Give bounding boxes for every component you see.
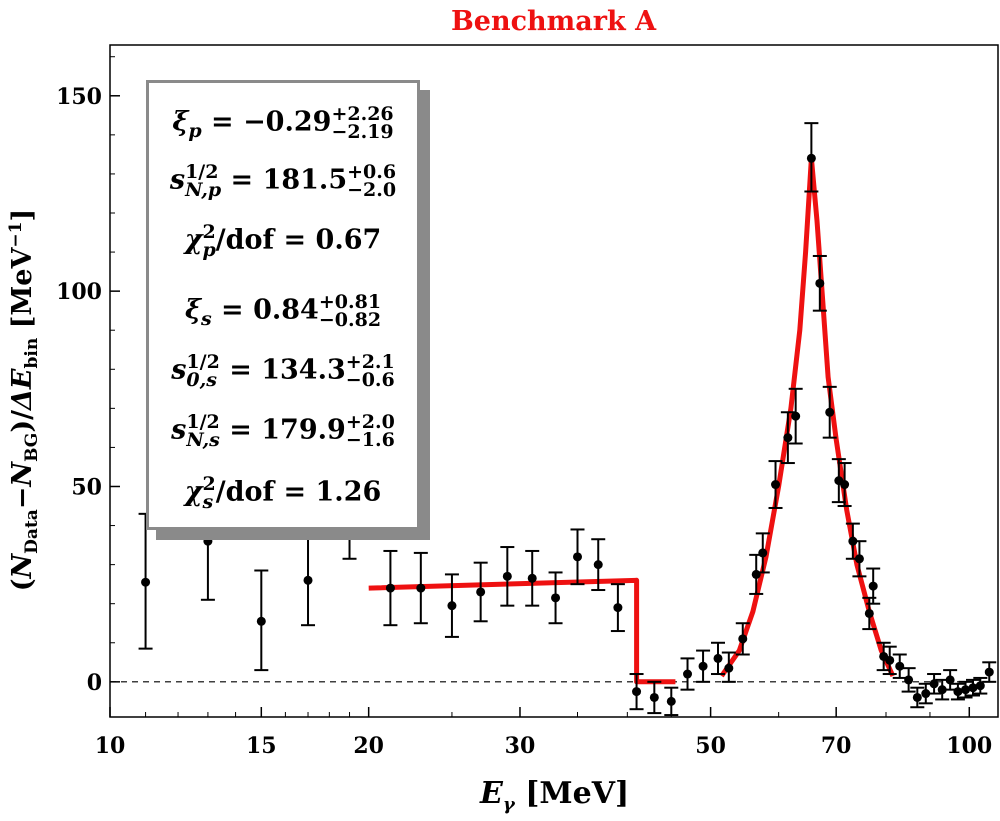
y-tick-label: 150 (56, 84, 102, 110)
data-point (895, 661, 905, 671)
x-tick-label: 100 (946, 733, 992, 759)
data-point (698, 661, 708, 671)
y-tick-label: 100 (56, 279, 102, 305)
data-point (825, 407, 835, 417)
data-point (945, 675, 955, 685)
legend-sN-s: s 1/2 N,s = 179.9 +2.0 −1.6 (171, 411, 395, 452)
fit-results-legend: ξp = −0.29 +2.26 −2.19 s 1/2 N,p = 181.5 +0.6… (146, 80, 420, 530)
x-tick-label: 30 (505, 733, 536, 759)
data-point (527, 573, 537, 583)
data-point (713, 653, 723, 663)
y-axis-label: (NData−NBG)/ΔEbin [MeV−1] (5, 208, 43, 592)
data-point (885, 655, 895, 665)
data-point (961, 685, 971, 695)
x-axis-label: Eγ [MeV] (480, 776, 630, 815)
data-point (929, 679, 939, 689)
legend-sN-p: s 1/2 N,p = 181.5 +0.6 −2.0 (169, 161, 397, 202)
legend-xi-s: ξs = 0.84 +0.81 −0.82 (184, 291, 382, 332)
data-point (953, 687, 963, 697)
data-point (815, 278, 825, 288)
data-point (385, 583, 395, 593)
data-point (551, 593, 561, 603)
x-tick-label: 15 (246, 733, 277, 759)
data-point (854, 554, 864, 564)
data-point (203, 536, 213, 546)
data-point (573, 552, 583, 562)
data-point (771, 480, 781, 490)
data-point (868, 581, 878, 591)
data-point (968, 683, 978, 693)
data-point (806, 153, 816, 163)
x-tick-label: 10 (95, 733, 126, 759)
data-point (751, 569, 761, 579)
data-point (666, 696, 676, 706)
x-tick-label: 50 (695, 733, 726, 759)
fit-curves (368, 155, 896, 685)
data-point (502, 571, 512, 581)
fit-line-plateau (368, 577, 676, 685)
data-point (912, 692, 922, 702)
data-point (848, 536, 858, 546)
plot-frame (109, 44, 999, 718)
y-tick-label: 50 (71, 474, 102, 500)
data-point (984, 667, 994, 677)
data-point (683, 669, 693, 679)
legend-s0-s: s 1/2 0,s = 134.3 +2.1 −0.6 (171, 351, 395, 392)
data-point (921, 689, 931, 699)
data-point (476, 587, 486, 597)
chart-title: Benchmark A (450, 6, 657, 37)
data-point (758, 548, 768, 558)
data-point (791, 411, 801, 421)
data-point (632, 687, 642, 697)
data-point (447, 601, 457, 611)
data-point (613, 603, 623, 613)
data-point (416, 583, 426, 593)
data-point (975, 681, 985, 691)
data-point (864, 608, 874, 618)
x-tick-label: 70 (821, 733, 852, 759)
data-point (141, 577, 151, 587)
data-point (724, 663, 734, 673)
legend-chi-s: χ 2 s/dof = 1.26 (184, 473, 382, 514)
data-point (904, 675, 914, 685)
data-point (840, 480, 850, 490)
data-point (783, 433, 793, 443)
plot-border (109, 44, 999, 718)
data-point (303, 575, 313, 585)
y-tick-label: 0 (87, 670, 102, 696)
data-point (738, 634, 748, 644)
data-points (141, 153, 994, 706)
data-point (649, 692, 659, 702)
data-point (593, 560, 603, 570)
x-tick-label: 20 (353, 733, 384, 759)
axis-ticks: 0 50 100 150 10 15 20 30 50 70 100 (56, 56, 992, 759)
legend-chi-p: χ 2 p/dof = 0.67 (184, 221, 382, 262)
data-point (937, 685, 947, 695)
legend-xi-p: ξp = −0.29 +2.26 −2.19 (172, 103, 394, 144)
data-point (256, 616, 266, 626)
